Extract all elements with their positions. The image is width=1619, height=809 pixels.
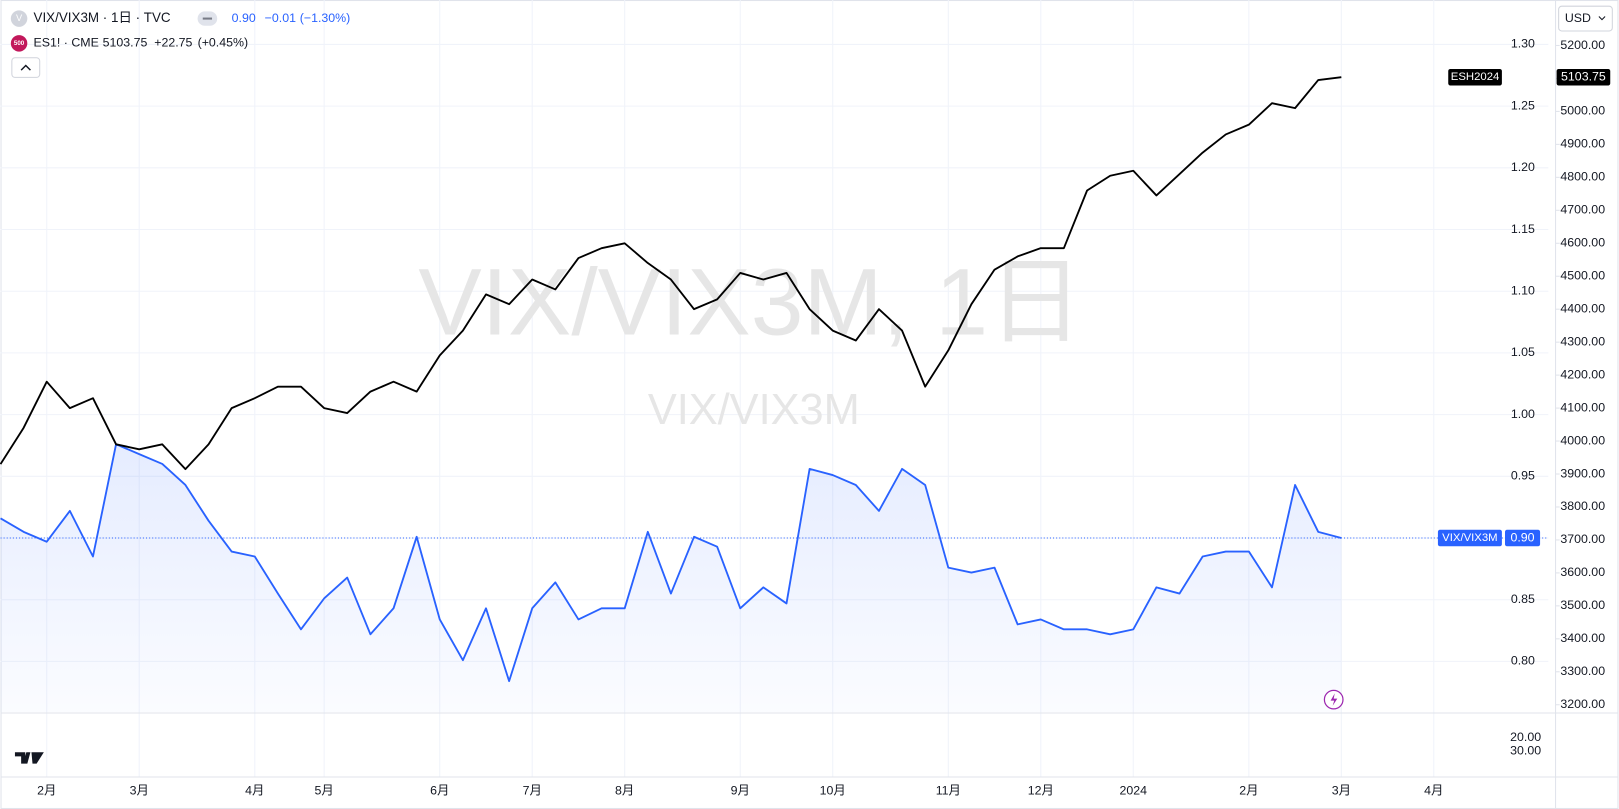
y-tick-label: 1.20 — [1511, 160, 1535, 174]
symbol: VIX/VIX3M · 1日 · TVC — [34, 10, 171, 25]
x-tick-label: 11月 — [936, 784, 961, 798]
x-tick-label: 2月 — [1239, 784, 1258, 798]
change2: +22.75 — [154, 36, 192, 50]
y2-tick-label: 3400.00 — [1560, 631, 1605, 645]
y2-tick-label: 3300.00 — [1560, 664, 1605, 678]
y2-tick-label: 4100.00 — [1560, 400, 1605, 414]
currency-select[interactable] — [1558, 5, 1613, 32]
y-tick-label: 1.00 — [1511, 407, 1535, 421]
watermark-sub: VIX/VIX3M — [648, 386, 860, 434]
currency-arrow — [1598, 16, 1606, 21]
y2-tick-label: 4500.00 — [1560, 268, 1605, 282]
y2-tick-label: 4900.00 — [1560, 137, 1605, 151]
y2-tick-label: 4600.00 — [1560, 236, 1605, 250]
y-tick-label: 0.95 — [1511, 469, 1535, 483]
y3-tick-label: 20.00 — [1510, 730, 1541, 744]
watermark: VIX/VIX3M, 1日 — [418, 250, 1083, 356]
y-tick-label: 1.15 — [1511, 222, 1535, 236]
y2-tick-label: 3600.00 — [1560, 565, 1605, 579]
y2-tick-label: 4300.00 — [1560, 334, 1605, 348]
y2-tick-label: 3200.00 — [1560, 697, 1605, 711]
change-pct2: (+0.45%) — [198, 36, 249, 50]
y2-tick-label: 4800.00 — [1560, 170, 1605, 184]
y2-tick-label: 4400.00 — [1560, 301, 1605, 315]
y2-tick-label: 4200.00 — [1560, 367, 1605, 381]
symbol-icon-text: V — [16, 13, 23, 23]
price-tag: 0.90 — [1510, 530, 1534, 544]
y2-tick-label: 5000.00 — [1560, 104, 1605, 118]
symbol2: ES1! · CME — [34, 36, 99, 50]
y3-tick-label: 30.00 — [1510, 744, 1541, 758]
x-tick-label: 3月 — [130, 784, 149, 798]
line — [0, 76, 1342, 471]
x-tick-label: 4月 — [1424, 784, 1443, 798]
y2-tick-label: 3800.00 — [1560, 499, 1605, 513]
y-tick-label: 0.85 — [1511, 592, 1535, 606]
collapse-icon — [20, 64, 31, 71]
x-tick-label: 4月 — [245, 784, 264, 798]
y-tick-label: 1.30 — [1511, 37, 1535, 51]
price-tag: 5103.75 — [1561, 69, 1606, 83]
x-tick-label: 7月 — [523, 784, 542, 798]
area — [0, 444, 1342, 713]
x-tick-label: 2月 — [37, 784, 56, 798]
x-tick-label: 12月 — [1028, 784, 1054, 798]
x-tick-label: 6月 — [430, 784, 449, 798]
y-tick-label: 1.10 — [1511, 283, 1535, 297]
symbol-icon — [10, 10, 28, 27]
currency: USD — [1565, 11, 1591, 25]
collapse-button[interactable] — [11, 57, 41, 78]
x-tick-label: 10月 — [820, 784, 846, 798]
line — [0, 443, 1342, 683]
y2-tick-label: 3700.00 — [1560, 532, 1605, 546]
last-value: 0.90 — [232, 11, 256, 25]
logo — [14, 752, 44, 764]
plot — [0, 76, 1549, 713]
x-tick-label: 9月 — [731, 784, 750, 798]
y2-tick-label: 4700.00 — [1560, 203, 1605, 217]
price-tag-bg — [1556, 68, 1611, 86]
event-icon-bolt — [1330, 693, 1338, 706]
y2-tick-label: 4000.00 — [1560, 433, 1605, 447]
change: −0.01 — [265, 11, 296, 25]
series-tag-bg — [1448, 68, 1502, 86]
series-tag: VIX/VIX3M — [1442, 532, 1497, 544]
y-tick-label: 1.05 — [1511, 345, 1535, 359]
symbol2-icon — [10, 35, 28, 52]
series-tag-bg — [1437, 529, 1502, 547]
change-pct: (−1.30%) — [300, 11, 351, 25]
y2-tick-label: 3500.00 — [1560, 598, 1605, 612]
price-tag-bg — [1504, 529, 1541, 547]
x-tick-label: 2024 — [1119, 784, 1147, 798]
x-tick-label: 5月 — [315, 784, 334, 798]
series-tag: ESH2024 — [1451, 71, 1500, 83]
x-tick-label: 8月 — [615, 784, 634, 798]
last-value2: 5103.75 — [103, 36, 148, 50]
y2-tick-label: 3900.00 — [1560, 466, 1605, 480]
y-tick-label: 1.25 — [1511, 98, 1535, 112]
x-tick-label: 3月 — [1332, 784, 1351, 798]
axes: 2月 3月 4月 5月 6月 7月 8月 9月 10月 11月 12月 2024 2月 3月 4月 0.80 0… — [37, 37, 1611, 798]
y2-tick-label: 5200.00 — [1560, 38, 1605, 52]
y-tick-label: 0.80 — [1511, 654, 1535, 668]
symbol2-icon-text: 500 — [14, 40, 25, 47]
